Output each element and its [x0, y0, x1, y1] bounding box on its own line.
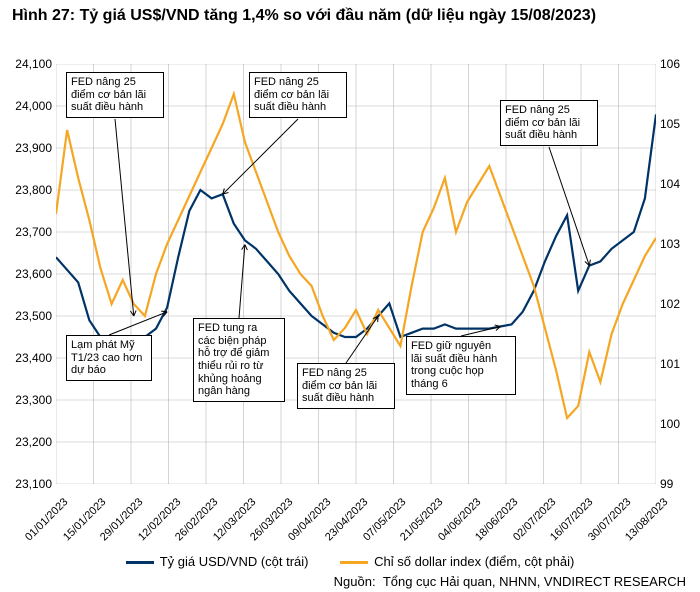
annotation-box: FED nâng 25điểm cơ bản lãisuất điều hành: [66, 72, 164, 118]
y-left-tick: 24,000: [8, 99, 52, 113]
y-right-tick: 101: [660, 357, 696, 371]
legend-item-dxy: Chỉ số dollar index (điểm, cột phải): [340, 554, 574, 569]
y-left-tick: 23,700: [8, 225, 52, 239]
y-left-tick: 23,400: [8, 351, 52, 365]
annotation-box: FED nâng 25điểm cơ bản lãisuất điều hành: [297, 363, 395, 409]
y-left-tick: 23,200: [8, 435, 52, 449]
y-left-tick: 23,600: [8, 267, 52, 281]
y-left-tick: 24,100: [8, 57, 52, 71]
y-right-tick: 99: [660, 477, 696, 491]
y-left-tick: 23,300: [8, 393, 52, 407]
y-right-tick: 105: [660, 117, 696, 131]
y-right-tick: 102: [660, 297, 696, 311]
x-axis-ticks: 01/01/202315/01/202329/01/202312/02/2023…: [56, 490, 656, 550]
y-left-tick: 23,900: [8, 141, 52, 155]
y-right-tick: 100: [660, 417, 696, 431]
annotation-box: FED nâng 25điểm cơ bản lãisuất điều hành: [249, 72, 347, 118]
y-left-tick: 23,500: [8, 309, 52, 323]
annotation-box: FED giữ nguyênlãi suất điều hànhtrong cu…: [406, 336, 516, 395]
legend-item-usdvnd: Tỷ giá USD/VND (cột trái): [126, 554, 309, 569]
y-right-tick: 104: [660, 177, 696, 191]
chart-title: Hình 27: Tỷ giá US$/VND tăng 1,4% so với…: [12, 6, 688, 26]
y-left-tick: 23,800: [8, 183, 52, 197]
y-right-tick: 103: [660, 237, 696, 251]
legend: Tỷ giá USD/VND (cột trái) Chỉ số dollar …: [0, 554, 700, 569]
annotation-box: Lạm phát MỹT1/23 cao hơndự báo: [66, 335, 152, 381]
annotation-box: FED tung racác biện pháphỗ trợ để giảmth…: [193, 318, 285, 402]
annotation-box: FED nâng 25điểm cơ bản lãisuất điều hành: [500, 100, 598, 146]
y-right-tick: 106: [660, 57, 696, 71]
y-left-tick: 23,100: [8, 477, 52, 491]
source-line: Nguồn: Tổng cục Hải quan, NHNN, VNDIRECT…: [334, 574, 686, 589]
